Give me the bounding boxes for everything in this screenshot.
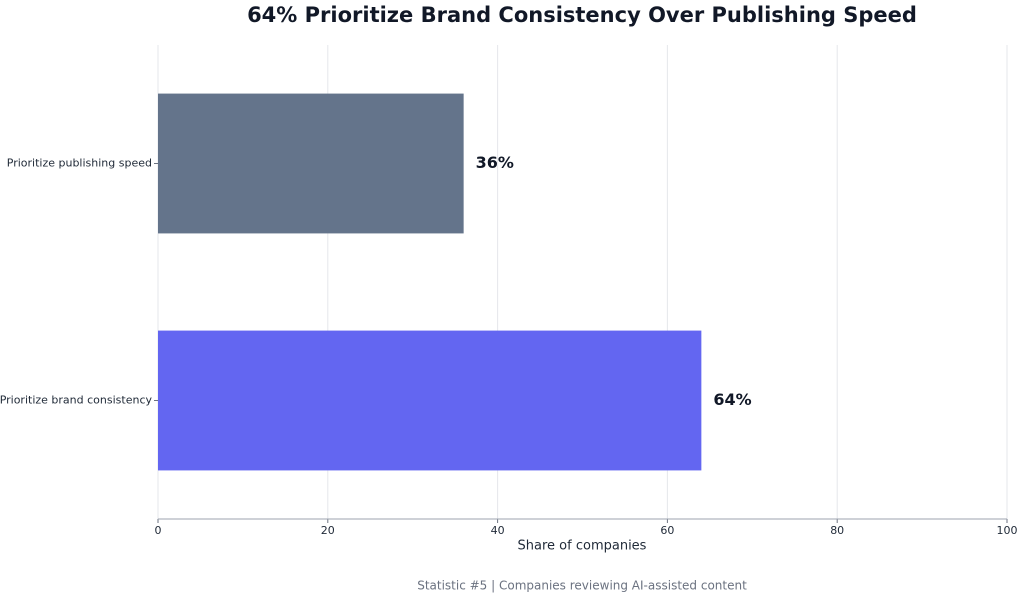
y-tick-label: Prioritize publishing speed [7, 157, 152, 170]
x-axis-label: Share of companies [518, 539, 647, 554]
x-tick-label: 40 [491, 524, 505, 537]
x-tick-label: 100 [997, 524, 1018, 537]
chart-title: 64% Prioritize Brand Consistency Over Pu… [247, 3, 917, 27]
x-tick-label: 20 [321, 524, 335, 537]
x-tick-label: 80 [830, 524, 844, 537]
caption: Statistic #5 | Companies reviewing AI-as… [417, 579, 747, 593]
y-tick-label: Prioritize brand consistency [0, 394, 152, 407]
bar [158, 93, 464, 234]
x-tick-label: 0 [155, 524, 162, 537]
bar [158, 330, 702, 471]
value-label: 36% [476, 153, 514, 172]
value-label: 64% [713, 390, 751, 409]
x-tick-label: 60 [660, 524, 674, 537]
